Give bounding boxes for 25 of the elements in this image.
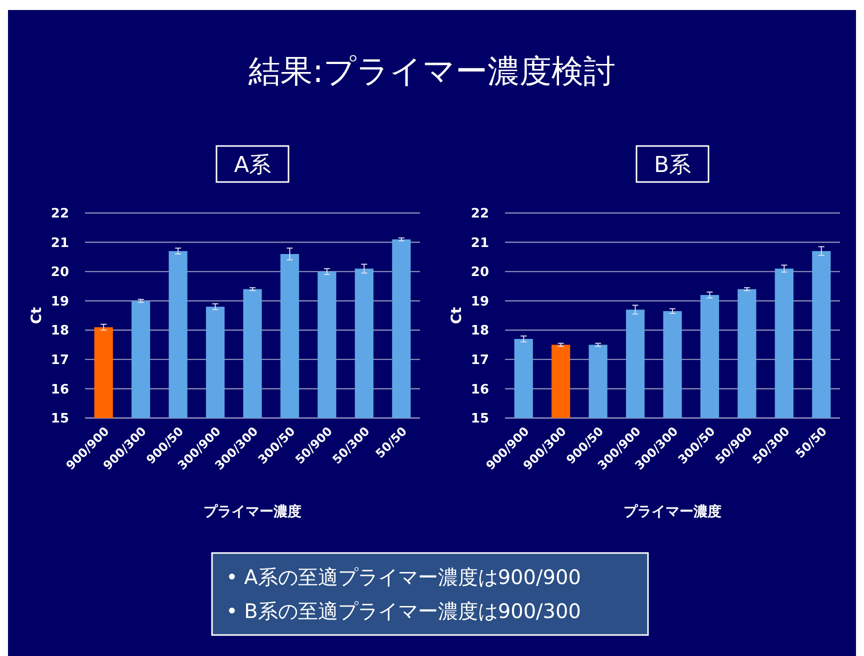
y-tick-label: 18 <box>50 324 69 339</box>
y-tick-label: 22 <box>470 206 489 222</box>
y-tick-label: 20 <box>470 265 489 280</box>
y-tick-label: 15 <box>470 412 489 427</box>
y-axis-title: Ct <box>449 306 465 324</box>
y-tick-label: 19 <box>50 294 69 310</box>
y-tick-label: 21 <box>470 236 489 251</box>
y-axis-title: Ct <box>29 306 45 324</box>
text: 結果:プライマー濃度検討 <box>248 52 616 90</box>
chart-title: B系 <box>654 153 692 178</box>
y-tick-label: 19 <box>470 294 489 310</box>
x-axis-title: プライマー濃度 <box>204 503 302 520</box>
y-tick-label: 15 <box>50 412 69 427</box>
text: • B系の至適プライマー濃度は900/300 <box>226 599 581 623</box>
y-tick-label: 22 <box>50 206 69 222</box>
y-tick-label: 16 <box>470 382 489 398</box>
y-tick-label: 16 <box>50 382 69 398</box>
y-tick-label: 17 <box>470 352 489 368</box>
text: • A系の至適プライマー濃度は900/900 <box>226 565 581 589</box>
y-tick-label: 17 <box>50 352 69 368</box>
y-tick-label: 20 <box>50 265 69 280</box>
y-tick-label: 18 <box>470 324 489 339</box>
y-tick-label: 21 <box>50 236 69 251</box>
x-axis-title: プライマー濃度 <box>624 503 722 520</box>
chart-title: A系 <box>234 153 272 178</box>
